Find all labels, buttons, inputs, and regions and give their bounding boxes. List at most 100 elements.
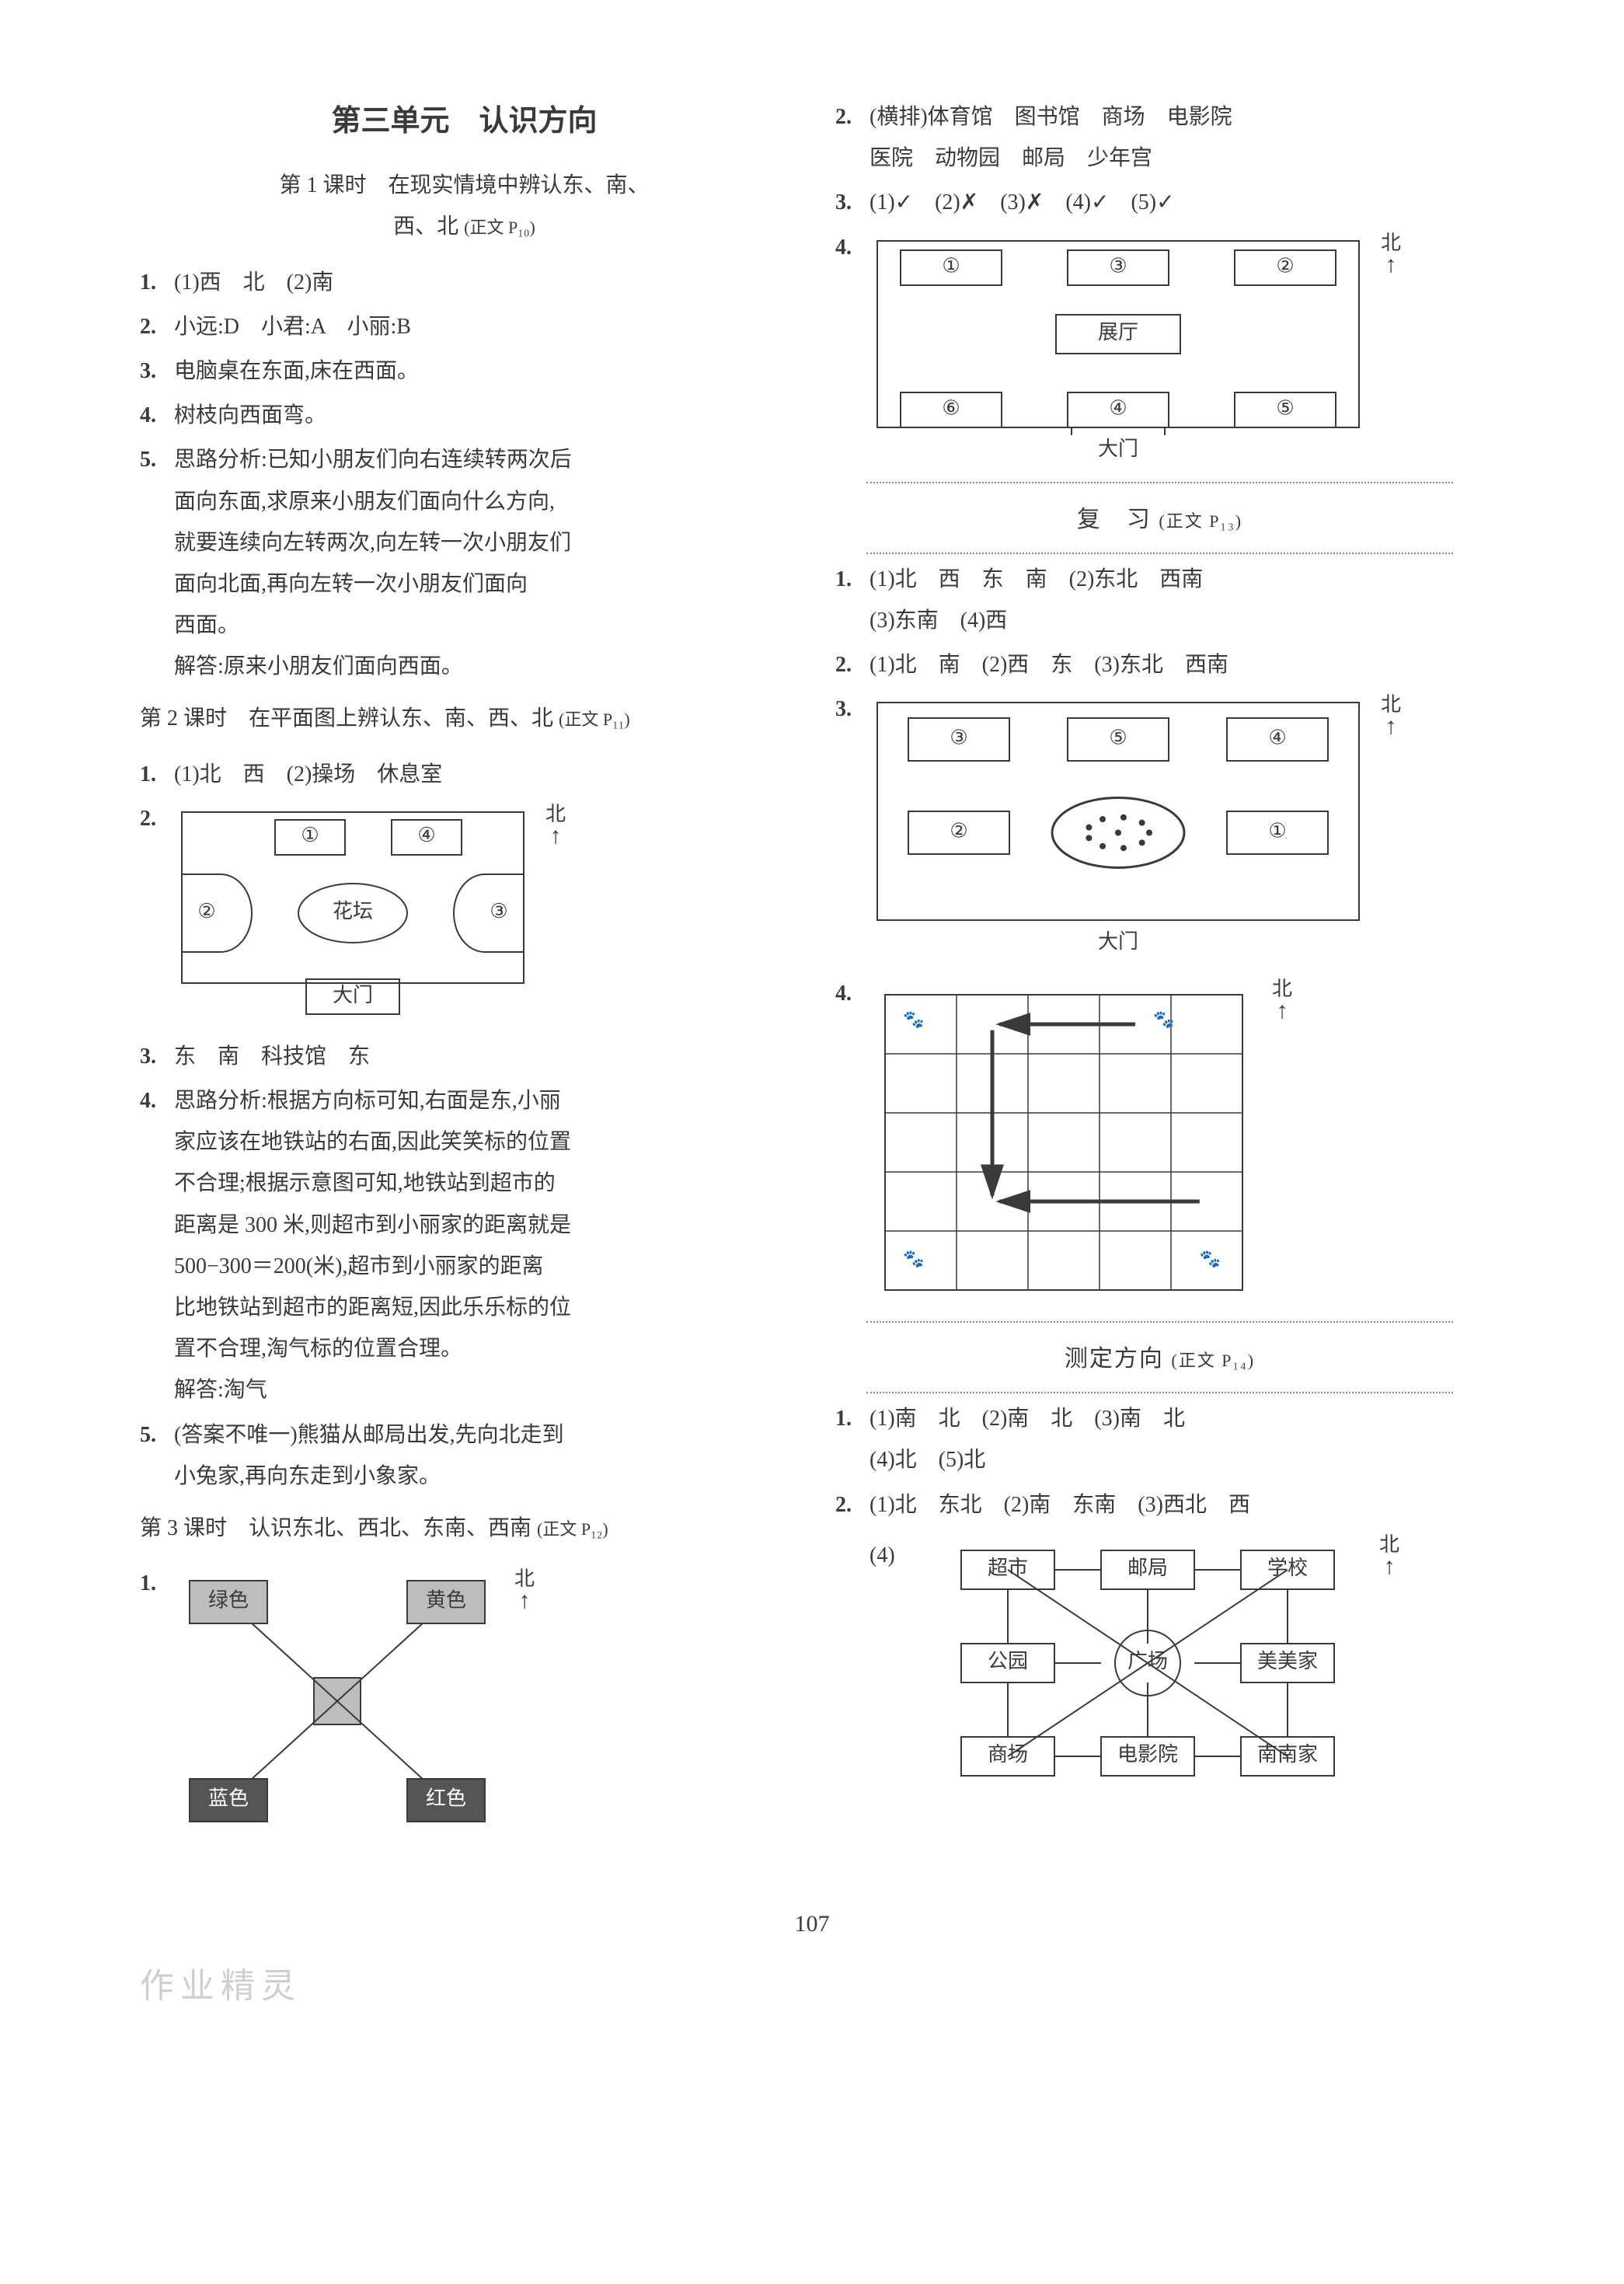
ms-network-diagram: 超市邮局学校公园广场美美家商场电影院南南家: [930, 1535, 1365, 1791]
svg-text:大门: 大门: [1098, 930, 1138, 953]
svg-text:④: ④: [417, 824, 435, 846]
north-label: 北: [514, 1569, 535, 1589]
north-icon: 北 ↑: [514, 1569, 535, 1613]
ms-q1: 1.(1)南 北 (2)南 北 (3)南 北(4)北 (5)北: [835, 1398, 1484, 1480]
svg-text:🐾: 🐾: [903, 1249, 924, 1268]
svg-text:④: ④: [1268, 727, 1286, 749]
arrow-up-icon: ↑: [550, 825, 562, 848]
divider: [866, 553, 1453, 554]
unit-title: 第三单元 认识方向: [140, 93, 789, 149]
north-label: 北: [1381, 695, 1401, 715]
lesson1-title-b: 西、北: [393, 214, 458, 239]
r-q3: 3.(1)✓ (2)✗ (3)✗ (4)✓ (5)✓: [835, 182, 1484, 223]
l2-q1: 1.(1)北 西 (2)操场 休息室: [140, 754, 789, 795]
svg-text:①: ①: [942, 254, 960, 277]
svg-text:邮局: 邮局: [1127, 1557, 1168, 1579]
review-title: 复 习 (正文 P₁₃): [835, 497, 1484, 542]
svg-text:红色: 红色: [426, 1787, 466, 1810]
svg-text:电影院: 电影院: [1117, 1743, 1178, 1766]
north-label: 北: [545, 804, 566, 825]
measure-ref: (正文 P₁₄): [1171, 1351, 1255, 1370]
r-q4: 4. ①③②展厅⑥④⑤大门 北 ↑: [835, 227, 1484, 477]
rv-q3: 3. ③⑤④②①大门 北 ↑: [835, 689, 1484, 970]
svg-text:①: ①: [301, 824, 319, 846]
left-column: 第三单元 认识方向 第 1 课时 在现实情境中辨认东、南、 西、北 (正文 P₁…: [140, 93, 789, 1847]
rv-q2: 2.(1)北 南 (2)西 东 (3)东北 西南: [835, 644, 1484, 685]
ms-q4-prefix: (4): [870, 1535, 916, 1576]
l3-q1: 1. 绿色黄色蓝色红色 北 ↑: [140, 1563, 789, 1844]
lesson3-title: 第 3 课时 认识东北、西北、东南、西南 (正文 P₁₂): [140, 1508, 789, 1549]
svg-text:②: ②: [1276, 254, 1294, 277]
lesson1-ref: (正文 P₁₀): [464, 218, 535, 237]
lesson1-title-a: 第 1 课时 在现实情境中辨认东、南、: [279, 173, 649, 197]
svg-text:②: ②: [197, 900, 215, 922]
svg-text:公园: 公园: [988, 1650, 1028, 1672]
north-icon: 北 ↑: [1381, 233, 1401, 277]
north-icon: 北 ↑: [1379, 1535, 1399, 1578]
watermark: 作业精灵: [140, 1954, 1484, 2019]
rv-q4: 4. 🐾🐾🐾🐾 北 ↑: [835, 973, 1484, 1316]
svg-text:花坛: 花坛: [333, 900, 373, 922]
page-number: 107: [140, 1902, 1484, 1946]
north-icon: 北 ↑: [1381, 695, 1401, 738]
north-label: 北: [1272, 979, 1292, 999]
svg-text:美美家: 美美家: [1257, 1650, 1318, 1672]
svg-text:🐾: 🐾: [903, 1009, 924, 1029]
ms-q2: 2.(1)北 东北 (2)南 东南 (3)西北 西: [835, 1484, 1484, 1526]
svg-text:大门: 大门: [333, 984, 373, 1006]
north-icon: 北 ↑: [545, 804, 566, 848]
l1-q1: 1.(1)西 北 (2)南: [140, 262, 789, 303]
svg-text:蓝色: 蓝色: [208, 1787, 249, 1810]
arrow-up-icon: ↑: [519, 1589, 531, 1613]
svg-text:④: ④: [1109, 396, 1127, 419]
review-ref: (正文 P₁₃): [1159, 511, 1242, 531]
lesson3-ref: (正文 P₁₂): [537, 1519, 608, 1539]
r-q2: 2.(横排)体育馆 图书馆 商场 电影院医院 动物园 邮局 少年宫: [835, 96, 1484, 179]
l2-q4: 4.思路分析:根据方向标可知,右面是东,小丽家应该在地铁站的右面,因此笑笑标的位…: [140, 1080, 789, 1411]
svg-text:①: ①: [1268, 820, 1286, 842]
ms-q4: (4) 超市邮局学校公园广场美美家商场电影院南南家 北 ↑: [835, 1529, 1484, 1802]
svg-text:③: ③: [1109, 254, 1127, 277]
svg-text:超市: 超市: [988, 1557, 1028, 1579]
rv-diagram-plan: ③ ⑤ ④ ② ① 大门: [870, 695, 1367, 959]
l2-q2: 2. ①④②③花坛大门 北 ↑: [140, 798, 789, 1033]
divider: [866, 482, 1453, 483]
r-diagram-hall: ①③②展厅⑥④⑤大门: [870, 233, 1367, 466]
divider: [866, 1321, 1453, 1323]
l2-q3: 3.东 南 科技馆 东: [140, 1036, 789, 1077]
svg-text:绿色: 绿色: [208, 1589, 249, 1612]
svg-text:展厅: 展厅: [1098, 321, 1138, 343]
measure-title-text: 测定方向: [1065, 1346, 1164, 1372]
rv-q1: 1.(1)北 西 东 南 (2)东北 西南(3)东南 (4)西: [835, 559, 1484, 641]
review-title-text: 复 习: [1077, 507, 1152, 532]
svg-text:学校: 学校: [1267, 1557, 1308, 1579]
north-icon: 北 ↑: [1272, 979, 1292, 1023]
lesson1-title: 第 1 课时 在现实情境中辨认东、南、 西、北 (正文 P₁₀): [140, 165, 789, 247]
l1-q5: 5.思路分析:已知小朋友们向右连续转两次后面向东面,求原来小朋友们面向什么方向,…: [140, 439, 789, 687]
l2-diagram: ①④②③花坛大门: [174, 804, 531, 1022]
svg-text:黄色: 黄色: [426, 1589, 466, 1612]
svg-text:🐾: 🐾: [1153, 1009, 1174, 1029]
rv-grid-diagram: 🐾🐾🐾🐾: [870, 979, 1258, 1306]
lesson3-title-text: 第 3 课时 认识东北、西北、东南、西南: [140, 1516, 531, 1540]
l1-q3: 3.电脑桌在东面,床在西面。: [140, 350, 789, 392]
measure-title: 测定方向 (正文 P₁₄): [835, 1337, 1484, 1381]
svg-text:南南家: 南南家: [1257, 1743, 1318, 1766]
l2-q5: 5.(答案不唯一)熊猫从邮局出发,先向北走到小兔家,再向东走到小象家。: [140, 1414, 789, 1497]
svg-text:⑥: ⑥: [942, 396, 960, 419]
svg-text:⑤: ⑤: [1276, 396, 1294, 419]
arrow-up-icon: ↑: [1384, 1555, 1396, 1578]
svg-text:②: ②: [950, 820, 967, 842]
l1-q4: 4.树枝向西面弯。: [140, 395, 789, 436]
lesson2-title-text: 第 2 课时 在平面图上辨认东、南、西、北: [140, 706, 553, 731]
lesson2-ref: (正文 P₁₁): [559, 710, 630, 729]
arrow-up-icon: ↑: [1385, 253, 1397, 277]
divider: [866, 1392, 1453, 1393]
svg-text:③: ③: [950, 727, 967, 749]
svg-text:⑤: ⑤: [1109, 727, 1127, 749]
arrow-up-icon: ↑: [1385, 715, 1397, 738]
right-column: 2.(横排)体育馆 图书馆 商场 电影院医院 动物园 邮局 少年宫 3.(1)✓…: [835, 93, 1484, 1847]
l1-q2: 2.小远:D 小君:A 小丽:B: [140, 306, 789, 347]
lesson2-title: 第 2 课时 在平面图上辨认东、南、西、北 (正文 P₁₁): [140, 698, 789, 739]
l3-diagram: 绿色 黄色蓝色 红色: [174, 1569, 500, 1833]
